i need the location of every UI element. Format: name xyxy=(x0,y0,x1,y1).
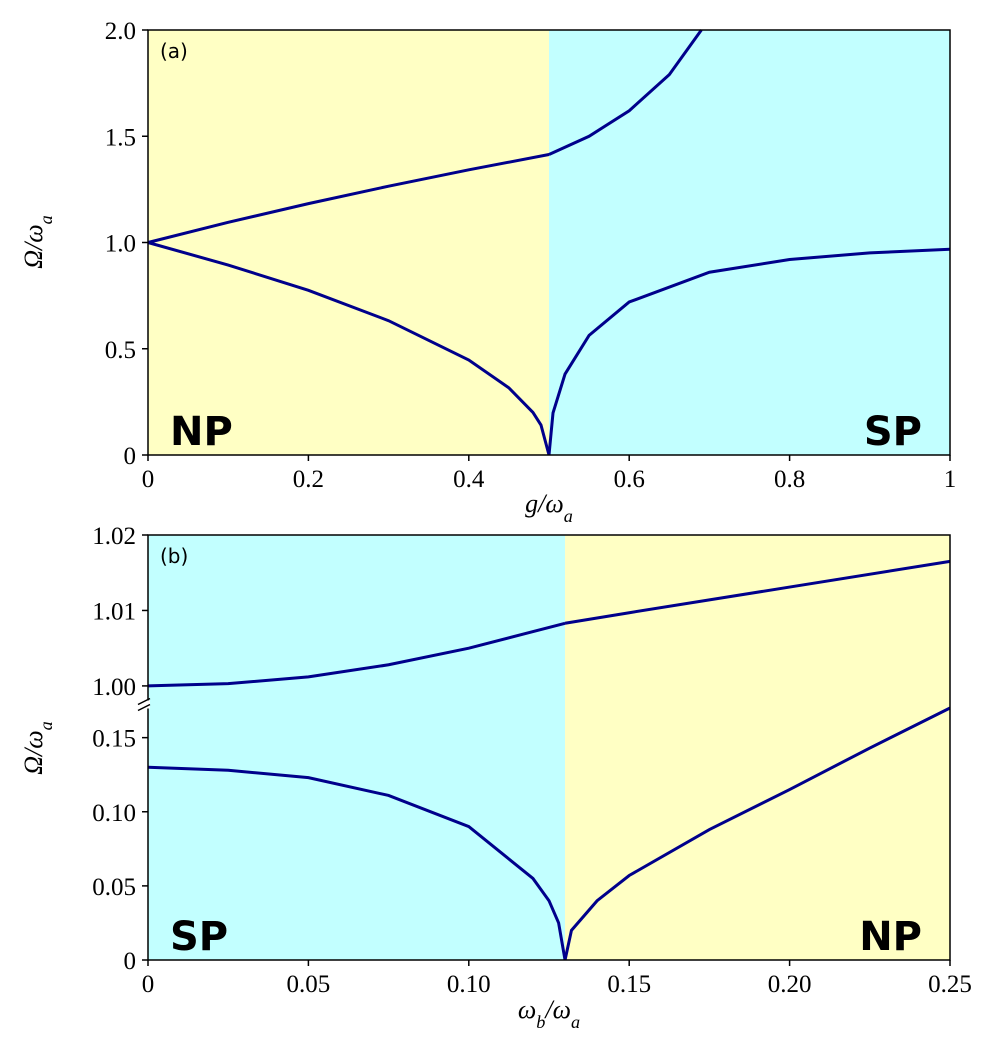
axis-break-gap xyxy=(138,700,150,709)
phase-label: NP xyxy=(170,409,233,455)
phase-label: SP xyxy=(864,409,922,455)
y-tick-label: 0 xyxy=(124,948,137,975)
y-tick-label: 1.00 xyxy=(92,674,136,701)
x-tick-label: 0.15 xyxy=(607,971,651,998)
phase-region xyxy=(565,535,950,960)
axis-break xyxy=(137,697,151,706)
phase-region xyxy=(549,30,950,455)
axes-frame xyxy=(147,534,951,961)
axis-break xyxy=(137,703,151,712)
y-tick-label: 0.10 xyxy=(92,800,136,827)
x-tick-label: 0.6 xyxy=(614,466,645,493)
x-tick-label: 0.25 xyxy=(928,971,972,998)
x-tick-label: 0.8 xyxy=(774,466,805,493)
y-tick-label: 1.02 xyxy=(92,523,136,550)
curve xyxy=(548,29,703,156)
x-tick-label: 0.20 xyxy=(768,971,812,998)
x-axis-label: g/ωa xyxy=(525,489,573,526)
y-tick-label: 1.01 xyxy=(92,598,136,625)
y-axis-label: Ω/ωa xyxy=(19,215,56,268)
y-tick-label: 1.0 xyxy=(105,231,136,258)
y-tick-label: 1.5 xyxy=(105,124,136,151)
y-tick-label: 0.15 xyxy=(92,726,136,753)
x-tick-label: 1 xyxy=(944,466,957,493)
x-tick-label: 0.10 xyxy=(447,971,491,998)
panel: NP SP 0 0.2 0.4 0.6 0.8 1 0 0.5 1.0 1.5 2.0 (a) g/ωa Ω/… xyxy=(19,18,956,526)
curve xyxy=(147,621,566,688)
phase-label: SP xyxy=(170,914,228,960)
phase-region xyxy=(148,535,566,960)
phase-region xyxy=(148,30,549,455)
y-tick-label: 0 xyxy=(124,443,137,470)
curve xyxy=(563,706,951,961)
curve xyxy=(147,765,567,961)
x-tick-label: 0.05 xyxy=(287,971,331,998)
y-tick-label: 0.5 xyxy=(105,337,136,364)
curve xyxy=(147,241,551,456)
phase-label: NP xyxy=(859,914,922,960)
panel-label: (a) xyxy=(160,39,188,63)
x-tick-label: 0 xyxy=(142,971,155,998)
x-tick-label: 0 xyxy=(142,466,155,493)
x-tick-label: 0.4 xyxy=(453,466,485,493)
x-axis-label: ωb/ωa xyxy=(518,995,580,1032)
curve xyxy=(564,559,951,625)
y-tick-label: 0.05 xyxy=(92,874,136,901)
y-tick-label: 2.0 xyxy=(105,18,136,45)
curve xyxy=(147,153,550,244)
y-axis-label: Ω/ωa xyxy=(19,721,56,774)
curve xyxy=(547,247,951,456)
panel-label: (b) xyxy=(160,544,188,568)
x-tick-label: 0.2 xyxy=(293,466,324,493)
panel: SP NP 0 0.05 0.10 0.15 0.20 0.25 0 0.05 0.10 0.15 1.… xyxy=(19,523,972,1032)
